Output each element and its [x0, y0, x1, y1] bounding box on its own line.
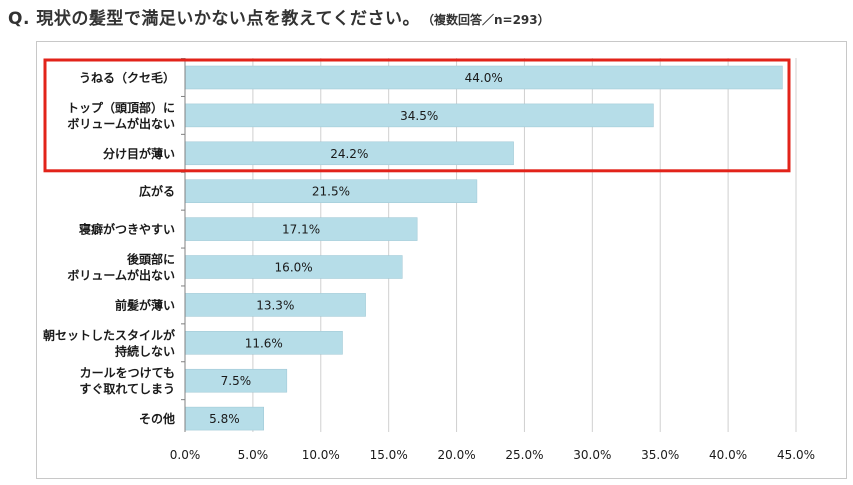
data-label: 44.0% [465, 71, 503, 85]
category-label: すぐ取れてしまう [79, 382, 175, 396]
data-label: 5.8% [209, 412, 240, 426]
x-tick-label: 30.0% [573, 448, 611, 462]
data-label: 17.1% [282, 223, 320, 237]
category-label: ボリュームが出ない [67, 116, 175, 131]
highlight-box [43, 58, 791, 173]
category-label: カールをつけても [80, 366, 175, 380]
chart-question: Q. 現状の髪型で満足いかない点を教えてください。 [8, 9, 420, 29]
category-label: 持続しない [115, 343, 175, 358]
category-label: ボリュームが出ない [67, 268, 175, 283]
data-label: 16.0% [275, 261, 313, 275]
data-label: 24.2% [330, 147, 368, 161]
data-label: 21.5% [312, 185, 350, 199]
x-tick-label: 20.0% [437, 448, 475, 462]
data-label: 34.5% [400, 109, 438, 123]
category-label: その他 [139, 411, 175, 426]
x-tick-label: 40.0% [709, 448, 747, 462]
category-label: 分け目が薄い [103, 146, 175, 161]
category-label: 朝セットしたスタイルが [43, 327, 175, 342]
data-label: 7.5% [221, 374, 252, 388]
data-label: 13.3% [256, 298, 294, 312]
x-tick-label: 15.0% [370, 448, 408, 462]
category-label: 後頭部に [127, 252, 175, 267]
chart-frame [36, 41, 847, 479]
category-label: 前髪が薄い [115, 297, 175, 312]
data-label: 11.6% [245, 336, 283, 350]
x-tick-label: 0.0% [170, 448, 201, 462]
x-tick-label: 35.0% [641, 448, 679, 462]
category-label: 寝癖がつきやすい [79, 222, 175, 237]
x-tick-label: 5.0% [238, 448, 269, 462]
x-tick-label: 25.0% [505, 448, 543, 462]
category-label: うねる（クセ毛） [79, 70, 175, 85]
chart-title: Q. 現状の髪型で満足いかない点を教えてください。 （複数回答／n=293） [8, 4, 550, 29]
category-label: トップ（頭頂部）に [67, 100, 175, 115]
x-tick-label: 10.0% [302, 448, 340, 462]
chart-sample-note: （複数回答／n=293） [427, 13, 550, 27]
x-tick-label: 45.0% [777, 448, 815, 462]
category-label: 広がる [139, 184, 175, 199]
